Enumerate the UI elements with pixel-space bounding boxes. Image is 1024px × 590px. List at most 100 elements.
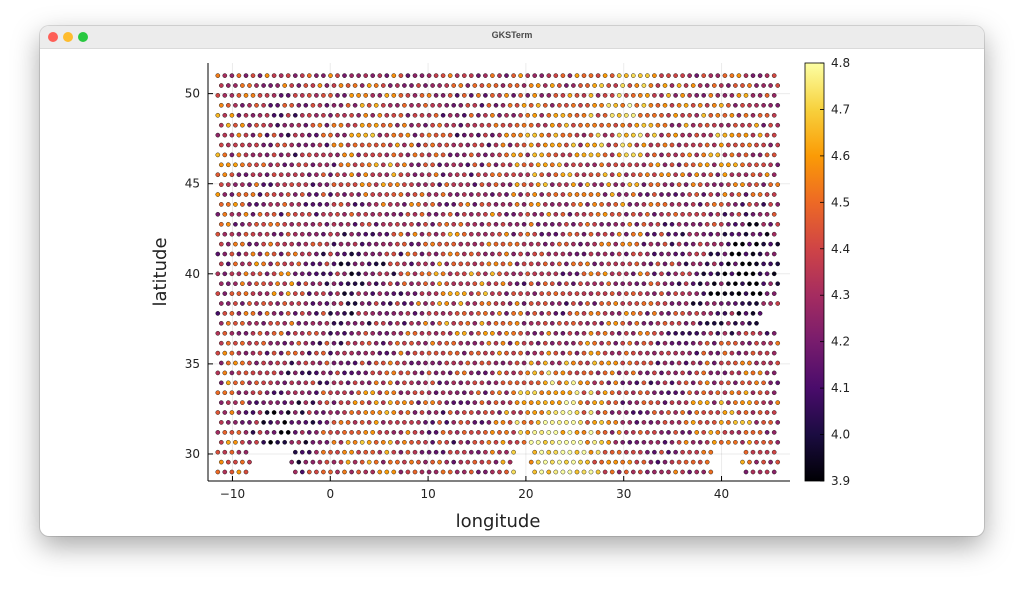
data-point bbox=[398, 172, 404, 177]
data-point bbox=[673, 152, 678, 158]
data-point bbox=[278, 251, 284, 257]
data-point bbox=[398, 113, 404, 118]
data-point bbox=[254, 261, 259, 267]
data-point bbox=[412, 430, 418, 435]
data-point bbox=[335, 410, 340, 415]
data-point bbox=[585, 301, 590, 306]
minimize-window-button[interactable] bbox=[63, 32, 73, 42]
data-point bbox=[317, 459, 323, 465]
data-point bbox=[398, 73, 404, 78]
data-point bbox=[303, 301, 309, 306]
data-point bbox=[616, 271, 622, 277]
data-point bbox=[528, 320, 534, 326]
data-point bbox=[483, 430, 488, 435]
data-point bbox=[666, 132, 671, 138]
data-point bbox=[433, 430, 439, 435]
data-point bbox=[631, 93, 636, 98]
data-point bbox=[215, 449, 221, 455]
data-point bbox=[447, 330, 453, 336]
data-point bbox=[595, 93, 601, 98]
x-tick-label: −10 bbox=[220, 487, 245, 501]
data-point bbox=[278, 410, 284, 415]
data-point bbox=[624, 390, 629, 396]
data-point bbox=[314, 172, 319, 177]
data-point bbox=[514, 320, 520, 326]
data-point bbox=[366, 162, 372, 168]
data-point bbox=[289, 340, 294, 346]
data-point bbox=[440, 271, 446, 277]
data-point bbox=[680, 330, 685, 336]
data-point bbox=[595, 192, 601, 197]
data-point bbox=[581, 271, 587, 277]
data-point bbox=[511, 152, 516, 158]
data-point bbox=[659, 370, 664, 376]
data-point bbox=[356, 192, 361, 197]
data-point bbox=[542, 301, 548, 306]
data-point bbox=[247, 301, 252, 306]
title-bar[interactable]: GKSTerm bbox=[40, 26, 984, 49]
data-point bbox=[433, 93, 439, 98]
data-point bbox=[528, 103, 534, 108]
data-point bbox=[352, 320, 358, 326]
data-point bbox=[275, 221, 280, 227]
data-point bbox=[595, 350, 601, 356]
data-point bbox=[275, 142, 280, 148]
data-point bbox=[532, 73, 538, 78]
data-point bbox=[581, 311, 587, 316]
data-point bbox=[655, 420, 661, 425]
data-point bbox=[662, 162, 668, 168]
data-point bbox=[476, 291, 481, 296]
data-point bbox=[690, 400, 696, 405]
data-point bbox=[690, 162, 696, 168]
data-point bbox=[571, 221, 576, 227]
data-point bbox=[240, 142, 245, 148]
data-point bbox=[409, 202, 414, 207]
data-point bbox=[356, 449, 361, 455]
data-point bbox=[690, 420, 696, 425]
data-point bbox=[380, 202, 386, 207]
data-point bbox=[704, 103, 710, 108]
data-point bbox=[363, 410, 369, 415]
data-point bbox=[726, 420, 731, 425]
data-point bbox=[708, 73, 714, 78]
data-point bbox=[701, 430, 707, 435]
data-point bbox=[451, 241, 457, 247]
data-point bbox=[497, 132, 502, 138]
data-point bbox=[697, 162, 703, 168]
data-point bbox=[440, 449, 446, 455]
data-point bbox=[708, 311, 714, 316]
data-point bbox=[613, 380, 619, 386]
data-point bbox=[271, 311, 277, 316]
data-point bbox=[338, 400, 344, 405]
data-point bbox=[384, 73, 390, 78]
data-point bbox=[416, 83, 421, 88]
data-point bbox=[694, 113, 700, 118]
data-point bbox=[331, 281, 337, 287]
data-point bbox=[236, 430, 242, 435]
data-point bbox=[271, 370, 277, 376]
data-point bbox=[532, 271, 538, 277]
data-point bbox=[669, 182, 675, 187]
data-point bbox=[680, 192, 685, 197]
data-point bbox=[306, 449, 312, 455]
data-point bbox=[342, 430, 347, 435]
data-point bbox=[708, 449, 714, 455]
data-point bbox=[419, 449, 425, 455]
data-point bbox=[250, 271, 256, 277]
data-point bbox=[532, 251, 538, 257]
data-point bbox=[447, 211, 453, 217]
data-point bbox=[490, 231, 495, 237]
data-point bbox=[285, 172, 291, 177]
data-point bbox=[243, 152, 249, 158]
data-point bbox=[687, 271, 692, 277]
data-point bbox=[613, 162, 619, 168]
data-point bbox=[423, 459, 428, 465]
data-point bbox=[321, 410, 326, 415]
data-point bbox=[314, 271, 319, 277]
data-point bbox=[306, 330, 312, 336]
data-point bbox=[638, 390, 643, 396]
data-point bbox=[539, 469, 545, 475]
close-window-button[interactable] bbox=[48, 32, 58, 42]
data-point bbox=[440, 172, 446, 177]
zoom-window-button[interactable] bbox=[78, 32, 88, 42]
